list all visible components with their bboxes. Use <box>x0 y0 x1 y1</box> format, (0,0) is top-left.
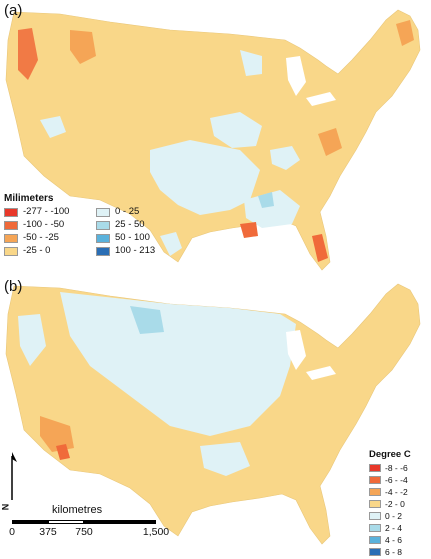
region-25-50 <box>258 192 274 208</box>
region-positive-ohio <box>270 146 300 170</box>
legend-label: 2 - 4 <box>385 523 403 533</box>
legend-item: -50 - -25 <box>4 233 96 243</box>
scale-tick: 0 <box>9 526 15 538</box>
legend-item: 2 - 4 <box>369 523 429 533</box>
legend-swatch <box>96 220 110 230</box>
region-positive-texas <box>160 232 182 256</box>
legend-label: -2 - 0 <box>385 499 405 509</box>
region-positive-west <box>40 116 66 138</box>
scale-tick: 375 <box>39 526 57 538</box>
temperature-map <box>5 283 421 545</box>
region-2-4 <box>130 306 164 334</box>
region-positive-north <box>240 50 262 76</box>
legend-label: 6 - 8 <box>385 547 403 557</box>
legend-swatch <box>369 536 381 544</box>
region-warmer-southwest <box>40 416 74 452</box>
region-positive-southeast <box>244 190 300 228</box>
legend-swatch <box>369 488 381 496</box>
legend-label: -50 - -25 <box>23 232 59 243</box>
region-deficit-montana <box>70 30 96 64</box>
great-lakes <box>286 56 306 96</box>
scale-tick: 750 <box>75 526 93 538</box>
legend-swatch <box>369 464 381 472</box>
legend-item: -277 - -100 <box>4 207 96 217</box>
legend-label: 100 - 213 <box>115 245 156 256</box>
region-cooler-pacific <box>18 314 46 366</box>
scale-unit: kilometres <box>52 504 103 516</box>
legend-swatch <box>369 524 381 532</box>
legend-swatch <box>4 220 18 230</box>
legend-label: -25 - 0 <box>23 245 51 256</box>
legend-item: 50 - 100 <box>96 233 188 243</box>
legend-label: -6 - -4 <box>385 475 408 485</box>
legend-item: -25 - 0 <box>4 246 96 256</box>
legend-label: 25 - 50 <box>115 219 145 230</box>
legend-swatch <box>369 500 381 508</box>
legend-label: 0 - 25 <box>115 206 140 217</box>
region-deficit-maine <box>396 20 414 46</box>
legend-item: -6 - -4 <box>369 475 429 485</box>
legend-swatch <box>4 246 18 256</box>
legend-swatch <box>369 476 381 484</box>
legend-label: -100 - -50 <box>23 219 65 230</box>
region-positive-plains <box>150 140 260 215</box>
legend-item: 0 - 25 <box>96 207 188 217</box>
lake-erie <box>306 92 336 106</box>
legend-swatch <box>96 233 110 243</box>
legend-item: 100 - 213 <box>96 246 188 256</box>
legend-item: 0 - 2 <box>369 511 429 521</box>
region-deficit-appalachia <box>318 128 342 156</box>
legend-item: -8 - -6 <box>369 463 429 473</box>
region-deficit-pacific-nw <box>18 28 38 80</box>
scale-bar: kilometres 0 375 750 1,500 <box>4 504 174 544</box>
legend-label: 4 - 6 <box>385 535 403 545</box>
panel-label-a: (a) <box>4 2 23 19</box>
legend-title-a: Milimeters <box>4 193 54 204</box>
panel-label-b: (b) <box>4 278 23 295</box>
legend-label: -8 - -6 <box>385 463 408 473</box>
legend-item: 6 - 8 <box>369 547 429 557</box>
legend-swatch <box>369 548 381 556</box>
scale-segment <box>48 520 84 524</box>
legend-item: -4 - -2 <box>369 487 429 497</box>
map-panel-b: (b) Degree C -8 - -6 -6 - -4 -4 - -2 -2 … <box>0 276 431 557</box>
legend-swatch <box>4 207 18 217</box>
region-deficit-louisiana <box>240 222 258 238</box>
map-panel-a: (a) Milimeters -277 - -100 0 - 25 -100 -… <box>0 0 431 276</box>
legend-label: -277 - -100 <box>23 206 70 217</box>
region-warmer-california <box>56 444 70 460</box>
legend-precipitation: Milimeters -277 - -100 0 - 25 -100 - -50… <box>4 193 204 256</box>
scale-segment <box>12 520 48 524</box>
north-arrow-icon <box>11 452 17 500</box>
legend-item: 4 - 6 <box>369 535 429 545</box>
scale-segment <box>84 520 156 524</box>
great-lakes <box>286 330 306 370</box>
scale-tick: 1,500 <box>142 526 170 538</box>
legend-label: -4 - -2 <box>385 487 408 497</box>
legend-swatch <box>4 233 18 243</box>
legend-item: 25 - 50 <box>96 220 188 230</box>
legend-swatch <box>96 207 110 217</box>
legend-swatch <box>369 512 381 520</box>
legend-item: -100 - -50 <box>4 220 96 230</box>
region-deficit-florida <box>312 234 328 262</box>
lake-erie <box>306 366 336 380</box>
region-cooler-north <box>60 292 296 436</box>
precipitation-map <box>5 9 421 271</box>
legend-label: 50 - 100 <box>115 232 150 243</box>
legend-item: -2 - 0 <box>369 499 429 509</box>
legend-label: 0 - 2 <box>385 511 403 521</box>
region-cooler-south <box>200 442 250 476</box>
legend-swatch <box>96 246 110 256</box>
legend-title-b: Degree C <box>369 449 411 460</box>
region-positive-central <box>210 112 262 148</box>
legend-temperature: Degree C -8 - -6 -6 - -4 -4 - -2 -2 - 0 … <box>369 449 429 559</box>
